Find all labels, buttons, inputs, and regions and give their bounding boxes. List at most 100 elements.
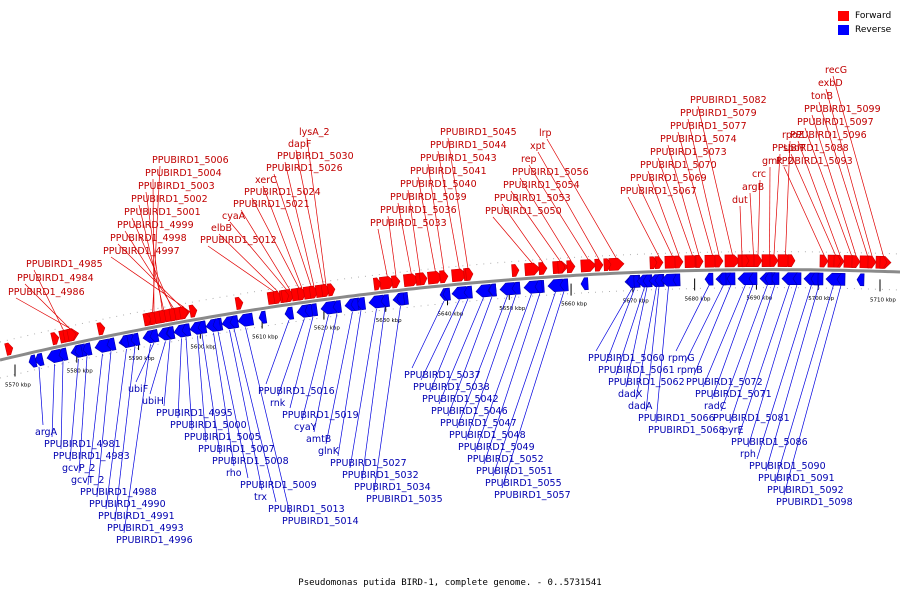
reverse-gene[interactable]: [350, 297, 360, 311]
forward-gene-label[interactable]: dut: [732, 195, 748, 206]
reverse-gene-label[interactable]: PPUBIRD1_5047: [440, 418, 517, 429]
forward-gene[interactable]: [4, 342, 15, 356]
forward-gene[interactable]: [879, 256, 888, 269]
forward-gene-label[interactable]: PPUBIRD1_4999: [117, 220, 194, 231]
forward-gene-label[interactable]: xerC: [255, 175, 277, 186]
reverse-gene[interactable]: [356, 297, 367, 311]
forward-gene[interactable]: [819, 254, 829, 268]
gene-arrow[interactable]: [819, 254, 829, 268]
reverse-gene[interactable]: [654, 274, 664, 287]
reverse-gene[interactable]: [304, 303, 314, 317]
forward-gene[interactable]: [511, 264, 520, 277]
forward-gene-label[interactable]: crc: [752, 169, 766, 180]
gene-arrow[interactable]: [58, 347, 69, 361]
forward-gene[interactable]: [769, 254, 779, 267]
reverse-gene[interactable]: [197, 320, 208, 334]
gene-arrow[interactable]: [380, 294, 390, 308]
gene-arrow[interactable]: [390, 275, 401, 289]
gene-arrow[interactable]: [50, 332, 60, 346]
forward-gene-label[interactable]: PPUBIRD1_5096: [790, 130, 867, 141]
gene-arrow[interactable]: [197, 320, 208, 334]
forward-gene[interactable]: [557, 260, 566, 274]
reverse-gene[interactable]: [149, 329, 160, 343]
forward-gene-label[interactable]: PPUBIRD1_5040: [400, 179, 477, 190]
forward-gene[interactable]: [695, 255, 704, 268]
gene-arrow[interactable]: [326, 283, 336, 297]
gene-arrow[interactable]: [879, 256, 888, 269]
forward-gene-label[interactable]: PPUBIRD1_5003: [138, 181, 215, 192]
forward-gene-label[interactable]: rep: [521, 154, 537, 165]
forward-gene[interactable]: [66, 328, 77, 342]
gene-arrow[interactable]: [465, 267, 474, 281]
reverse-gene-label[interactable]: amtB: [306, 434, 331, 445]
reverse-gene[interactable]: [488, 283, 497, 297]
reverse-gene-label[interactable]: PPUBIRD1_4993: [107, 523, 184, 534]
reverse-gene-label[interactable]: PPUBIRD1_5055: [485, 478, 562, 489]
forward-gene-label[interactable]: cyaA: [222, 211, 246, 222]
forward-gene-label[interactable]: PPUBIRD1_4997: [103, 246, 180, 257]
forward-gene-label[interactable]: rpoZ: [782, 130, 805, 141]
forward-gene-label[interactable]: PPUBIRD1_5093: [776, 156, 853, 167]
forward-gene-label[interactable]: recG: [825, 65, 847, 76]
gene-arrow[interactable]: [748, 272, 758, 285]
reverse-gene-label[interactable]: PPUBIRD1_5098: [776, 497, 853, 508]
gene-arrow[interactable]: [836, 273, 846, 286]
gene-arrow[interactable]: [178, 306, 189, 320]
reverse-gene[interactable]: [704, 272, 714, 286]
reverse-gene[interactable]: [181, 323, 192, 337]
reverse-gene[interactable]: [106, 337, 117, 351]
reverse-gene[interactable]: [82, 342, 93, 356]
forward-gene-label[interactable]: PPUBIRD1_4985: [26, 259, 103, 270]
forward-gene[interactable]: [787, 254, 796, 267]
gene-arrow[interactable]: [34, 352, 45, 367]
reverse-gene[interactable]: [380, 294, 390, 308]
forward-gene[interactable]: [833, 254, 842, 268]
forward-gene[interactable]: [439, 270, 449, 284]
gene-arrow[interactable]: [149, 329, 160, 343]
gene-arrow[interactable]: [442, 287, 451, 301]
reverse-gene-label[interactable]: PPUBIRD1_5014: [282, 516, 359, 527]
forward-gene-label[interactable]: exbD: [818, 78, 843, 89]
forward-gene[interactable]: [326, 283, 336, 297]
forward-gene[interactable]: [724, 254, 741, 268]
reverse-gene-label[interactable]: PPUBIRD1_4988: [80, 487, 157, 498]
forward-gene[interactable]: [142, 313, 152, 327]
forward-gene-label[interactable]: PPUBIRD1_5002: [131, 194, 208, 205]
forward-gene-label[interactable]: PPUBIRD1_5070: [640, 160, 717, 171]
forward-gene[interactable]: [649, 256, 658, 270]
reverse-gene-label[interactable]: trx: [254, 492, 267, 503]
forward-gene-label[interactable]: PPUBIRD1_5045: [440, 127, 517, 138]
gene-arrow[interactable]: [130, 332, 141, 346]
forward-gene-label[interactable]: PPUBIRD1_5082: [690, 95, 767, 106]
reverse-gene-label[interactable]: PPUBIRD1_5009: [240, 480, 317, 491]
gene-arrow[interactable]: [704, 272, 714, 286]
reverse-gene[interactable]: [166, 326, 176, 340]
forward-gene-label[interactable]: PPUBIRD1_5050: [485, 206, 562, 217]
gene-arrow[interactable]: [833, 254, 842, 268]
forward-gene-label[interactable]: PPUBIRD1_5004: [145, 168, 222, 179]
reverse-gene[interactable]: [810, 272, 819, 286]
forward-gene-label[interactable]: PPUBIRD1_5021: [233, 199, 310, 210]
reverse-gene-label[interactable]: PPUBIRD1_5062: [608, 377, 685, 388]
forward-gene-label[interactable]: PPUBIRD1_5041: [410, 166, 487, 177]
gene-arrow[interactable]: [28, 354, 38, 368]
gene-arrow[interactable]: [534, 280, 543, 293]
gene-arrow[interactable]: [538, 262, 548, 275]
forward-gene[interactable]: [867, 255, 877, 269]
reverse-gene-label[interactable]: rho: [226, 468, 242, 479]
gene-arrow[interactable]: [304, 303, 314, 317]
reverse-gene-label[interactable]: PPUBIRD1_5019: [282, 410, 359, 421]
reverse-gene-label[interactable]: PPUBIRD1_5060: [588, 353, 665, 364]
reverse-gene-label[interactable]: PPUBIRD1_5049: [458, 442, 535, 453]
reverse-gene[interactable]: [237, 312, 255, 327]
reverse-gene-label[interactable]: PPUBIRD1_5071: [695, 389, 772, 400]
gene-arrow[interactable]: [649, 256, 658, 270]
forward-gene-label[interactable]: argB: [742, 182, 764, 193]
forward-gene[interactable]: [580, 259, 597, 273]
reverse-gene[interactable]: [764, 272, 773, 285]
reverse-gene-label[interactable]: PPUBIRD1_5007: [198, 444, 275, 455]
gene-arrow[interactable]: [356, 297, 367, 311]
forward-gene[interactable]: [465, 267, 474, 281]
forward-gene-label[interactable]: xpt: [530, 141, 546, 152]
gene-arrow[interactable]: [769, 254, 779, 267]
